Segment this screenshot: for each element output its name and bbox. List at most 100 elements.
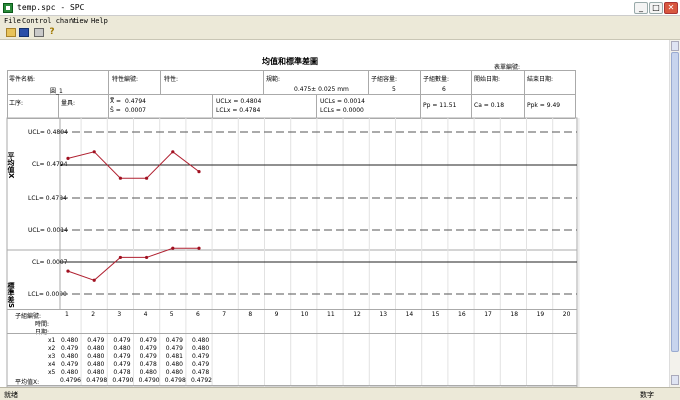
scrollbar-thumb[interactable] — [671, 52, 679, 352]
data-point — [92, 278, 96, 282]
grid-line — [7, 94, 575, 95]
table-cell: 0.480 — [87, 345, 105, 352]
row-label: x1 — [48, 337, 56, 344]
help-icon[interactable]: ? — [49, 27, 55, 37]
table-cell: 0.479 — [192, 353, 210, 360]
table-cell: 0.480 — [87, 361, 105, 368]
data-point — [66, 269, 70, 273]
grid-line — [7, 70, 575, 71]
table-cell: 0.479 — [139, 337, 157, 344]
ppk-value: Ppk = 9.49 — [527, 102, 561, 109]
grid-line — [316, 94, 317, 118]
subgroup-number: 6 — [196, 311, 200, 318]
char-no-label: 特性編號: — [112, 76, 139, 83]
grid-line — [263, 70, 264, 94]
menu-file[interactable]: File — [4, 17, 21, 25]
pp-value: Pp = 11.51 — [423, 102, 457, 109]
grid-line — [7, 70, 8, 118]
xbarbar-value: 0.4794 — [125, 98, 146, 105]
part-name-label: 零件名稱: — [9, 76, 36, 83]
spec-label: 規範: — [266, 76, 281, 83]
print-icon[interactable] — [34, 28, 44, 37]
status-text: 就绪 — [4, 391, 18, 399]
save-icon[interactable] — [19, 28, 29, 37]
minimize-button[interactable]: _ — [634, 2, 648, 14]
subgroup-number: 11 — [327, 311, 335, 318]
xbarbar-label: X̿ = — [110, 98, 122, 105]
table-cell: 0.480 — [139, 369, 157, 376]
xbar-ucl-label: UCL= 0.4804 — [28, 129, 68, 136]
table-cell: 0.478 — [192, 369, 210, 376]
table-cell: 0.479 — [61, 345, 79, 352]
form-no-label: 表單編號: — [494, 64, 521, 71]
mean-cell: 0.4790 — [112, 377, 134, 384]
row-label: x2 — [48, 345, 56, 352]
process-label: 工序: — [9, 100, 24, 107]
table-cell: 0.481 — [165, 353, 183, 360]
table-cell: 0.479 — [192, 361, 210, 368]
data-point — [197, 170, 201, 174]
table-cell: 0.479 — [87, 337, 105, 344]
time-label: 時間: — [35, 321, 50, 328]
table-cell: 0.480 — [192, 345, 210, 352]
subgroup-number: 16 — [458, 311, 466, 318]
app-icon — [3, 3, 13, 13]
scroll-up-button[interactable] — [671, 41, 679, 51]
table-cell: 0.479 — [113, 361, 131, 368]
grid-line — [368, 70, 369, 94]
subgroup-number: 4 — [143, 311, 148, 318]
series-line — [67, 247, 199, 281]
menu-bar: File Control chart View Help — [0, 16, 680, 26]
xbar-lcl-label: LCL= 0.4784 — [28, 195, 67, 202]
subgroup-number: 13 — [379, 311, 388, 318]
data-point — [118, 176, 122, 180]
sbar-label: S̄ = — [110, 107, 121, 114]
report-canvas: 均值和標準差圖 表單編號: 零件名稱: 圓_1 特性編號: 特性: 規範: 0.… — [0, 40, 669, 387]
s-lcl-label: LCL= 0.0000 — [28, 291, 67, 298]
gauge-label: 量具: — [61, 100, 76, 107]
mean-cell: 0.4792 — [191, 377, 212, 384]
open-folder-icon[interactable] — [6, 28, 16, 37]
table-cell: 0.479 — [165, 345, 183, 352]
close-button[interactable]: ✕ — [664, 2, 678, 14]
menu-control-chart[interactable]: Control chart — [22, 17, 77, 25]
subgroup-number: 8 — [248, 311, 253, 318]
window-title: temp.spc - SPC — [17, 3, 85, 12]
sbar-value: 0.0007 — [125, 107, 146, 114]
table-cell: 0.478 — [139, 361, 157, 368]
subgroup-number: 15 — [431, 311, 440, 318]
subgroup-number: 7 — [222, 311, 227, 318]
status-bar: 就绪 数字 — [0, 387, 680, 400]
vertical-scrollbar[interactable] — [669, 40, 680, 387]
table-cell: 0.480 — [87, 369, 105, 376]
lcl-x-value: LCLx = 0.4784 — [216, 107, 261, 114]
maximize-button[interactable]: □ — [649, 2, 663, 14]
grid-line — [471, 70, 472, 118]
spec-value: 0.475± 0.025 mm — [294, 86, 349, 93]
data-point — [197, 246, 201, 250]
subgroup-size-label: 子組容量: — [371, 76, 398, 83]
subgroup-number: 17 — [484, 311, 492, 318]
table-line — [7, 333, 577, 334]
data-point — [118, 255, 122, 260]
subgroup-number: 19 — [536, 311, 545, 318]
scroll-down-button[interactable] — [671, 375, 679, 385]
subgroup-number: 14 — [405, 311, 414, 318]
menu-help[interactable]: Help — [91, 17, 108, 25]
mean-row-label: 平均值X: — [15, 379, 40, 386]
subgroup-count-value: 6 — [442, 86, 446, 93]
report-title: 均值和標準差圖 — [262, 57, 318, 66]
row-label: x5 — [48, 369, 56, 376]
table-cell: 0.480 — [61, 369, 79, 376]
subgroup-label: 子組編號: — [15, 313, 42, 320]
grid-line — [212, 94, 213, 118]
grid-line — [58, 94, 59, 118]
table-cell: 0.480 — [61, 337, 79, 344]
table-cell: 0.479 — [113, 337, 131, 344]
row-label: x4 — [48, 361, 56, 368]
data-point — [145, 255, 149, 260]
menu-view[interactable]: View — [71, 17, 88, 25]
data-point — [171, 246, 175, 250]
ca-value: Ca = 0.18 — [474, 102, 505, 109]
table-cell: 0.480 — [113, 345, 131, 352]
